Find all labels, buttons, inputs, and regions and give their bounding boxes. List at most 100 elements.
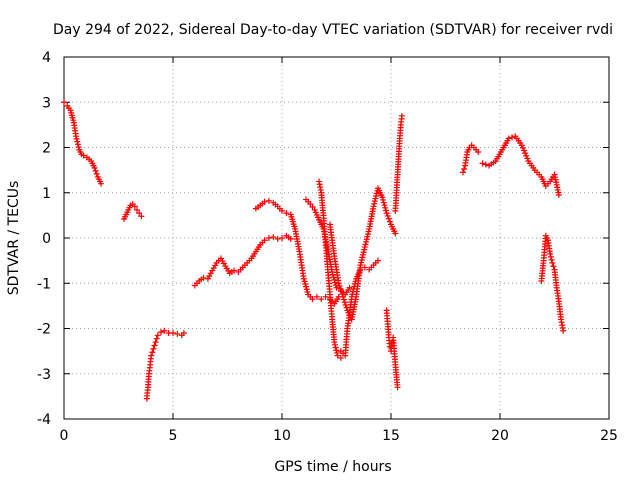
data-point (180, 330, 187, 337)
data-point (547, 253, 554, 260)
data-point (151, 342, 158, 349)
data-point (265, 235, 272, 241)
data-point (91, 164, 98, 171)
data-point (330, 274, 337, 281)
data-point (303, 286, 310, 293)
data-point (333, 349, 340, 356)
y-tick-label: -3 (37, 367, 51, 383)
y-tick-label: 3 (42, 95, 51, 111)
data-point (461, 165, 468, 172)
data-point (331, 341, 338, 348)
y-tick-label: -1 (37, 276, 51, 292)
data-point (283, 210, 290, 217)
data-point (346, 284, 353, 291)
x-tick-label: 0 (60, 428, 69, 444)
data-point (72, 133, 79, 140)
data-point (158, 329, 165, 336)
data-point (560, 327, 567, 334)
data-point (332, 344, 339, 351)
tick-labels: 0 5 10 15 20 25 -4 -3 -2 -1 0 1 2 3 4 (37, 50, 618, 444)
data-point (520, 147, 527, 154)
data-point (555, 192, 562, 199)
data-point (138, 213, 145, 220)
data-point (302, 283, 309, 290)
data-point (131, 203, 138, 210)
data-point (334, 352, 341, 359)
data-point (287, 235, 294, 242)
data-point (331, 276, 338, 283)
x-tick-label: 20 (491, 428, 509, 444)
data-point (342, 301, 349, 308)
data-point (170, 330, 176, 337)
data-point (459, 169, 466, 176)
data-point (153, 335, 160, 342)
data-point (394, 384, 401, 391)
data-point (548, 256, 555, 263)
data-point (300, 275, 307, 282)
y-tick-label: 1 (42, 186, 51, 202)
data-point (522, 150, 529, 157)
data-point (383, 210, 390, 217)
data-point (475, 149, 482, 156)
data-point (332, 279, 339, 286)
data-point (357, 266, 364, 273)
data-point (93, 170, 100, 177)
data-point (204, 275, 211, 282)
y-tick-label: 2 (42, 141, 51, 157)
data-point (270, 234, 277, 241)
series-seg3 (143, 327, 187, 402)
data-point (61, 99, 67, 106)
data-points (61, 99, 567, 402)
data-point (309, 296, 316, 303)
data-point (331, 339, 338, 346)
x-tick-label: 5 (169, 428, 178, 444)
data-point (549, 259, 556, 266)
data-point (547, 250, 554, 257)
chart-title: Day 294 of 2022, Sidereal Day-to-day VTE… (53, 22, 613, 38)
data-point (313, 293, 320, 300)
data-point (73, 135, 80, 142)
data-point (519, 144, 526, 151)
data-point (302, 281, 309, 288)
data-point (385, 215, 392, 222)
tick-marks (63, 56, 610, 420)
data-point (318, 296, 325, 303)
data-point (301, 278, 308, 285)
data-point (74, 141, 81, 148)
data-point (505, 135, 512, 142)
data-point (380, 199, 387, 206)
data-point (148, 352, 155, 359)
series-seg14 (538, 232, 567, 334)
data-point (261, 237, 268, 244)
data-point (154, 332, 161, 339)
data-point (335, 280, 342, 287)
series-seg6 (302, 196, 353, 298)
data-point (304, 288, 311, 295)
data-point (265, 197, 272, 204)
data-point (337, 285, 344, 292)
data-point (136, 210, 143, 217)
x-tick-label: 25 (600, 428, 618, 444)
data-point (508, 134, 515, 141)
data-point (380, 196, 387, 203)
series-seg7 (316, 178, 344, 361)
data-point (384, 212, 391, 219)
data-point (523, 152, 530, 159)
data-point (92, 167, 99, 174)
data-point (337, 354, 344, 361)
data-point (550, 263, 557, 270)
data-point (333, 284, 340, 291)
data-point (274, 235, 281, 242)
data-point (386, 218, 393, 225)
series-seg8 (326, 185, 399, 323)
data-point (479, 160, 486, 167)
data-point (392, 230, 399, 237)
y-tick-label: -4 (37, 412, 51, 428)
data-point (207, 270, 214, 277)
x-tick-label: 10 (273, 428, 291, 444)
data-point (74, 138, 81, 145)
x-tick-label: 15 (382, 428, 400, 444)
data-point (524, 155, 531, 162)
series-seg13 (479, 133, 562, 199)
